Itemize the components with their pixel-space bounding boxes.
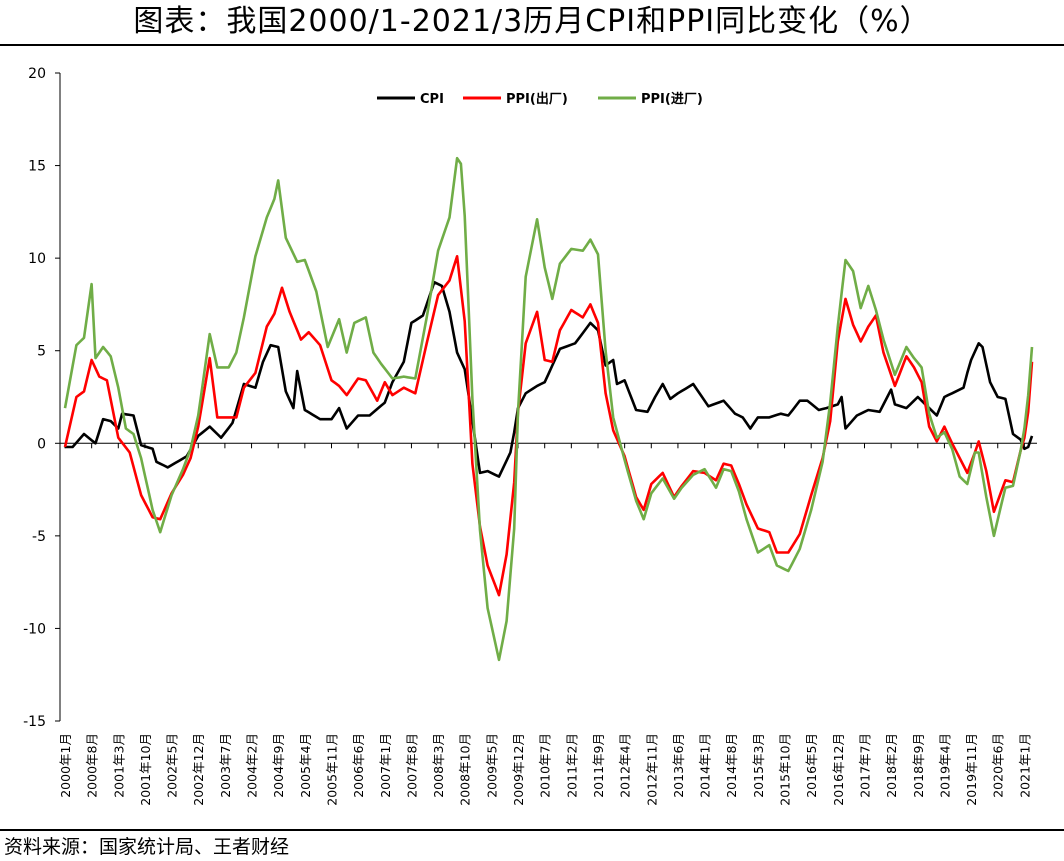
legend: CPI PPI(出厂) PPI(进厂) <box>377 91 703 107</box>
x-tick-label: 2014年8月 <box>724 733 739 798</box>
y-tick-label: 5 <box>37 344 46 360</box>
x-tick-label: 2012年4月 <box>618 733 633 798</box>
x-tick-label: 2002年5月 <box>165 733 180 798</box>
x-tick-label: 2002年12月 <box>191 733 206 806</box>
x-tick-label: 2009年5月 <box>484 733 499 798</box>
y-tick-label: -10 <box>23 621 46 637</box>
legend-label-1: PPI(出厂) <box>506 91 568 107</box>
x-tick-label: 2010年7月 <box>538 733 553 798</box>
x-tick-label: 2001年10月 <box>138 733 153 806</box>
x-tick-label: 2019年11月 <box>964 733 979 806</box>
x-tick-label: 2011年9月 <box>591 733 606 798</box>
series-line-2 <box>63 156 1034 662</box>
series-line-1 <box>63 254 1034 597</box>
x-tick-label: 2019年4月 <box>937 733 952 798</box>
x-axis: 2000年1月 2000年8月 2001年3月 2001年10月 2002年5月 2002… <box>58 442 1037 806</box>
title-underline <box>0 44 1064 46</box>
series-line-0 <box>65 280 1034 478</box>
y-tick-label: 20 <box>28 66 46 82</box>
x-tick-label: 2007年8月 <box>404 733 419 798</box>
x-tick-label: 2020年6月 <box>991 733 1006 798</box>
chart-title: 图表：我国2000/1-2021/3历月CPI和PPI同比变化（%） <box>133 4 931 39</box>
x-tick-label: 2008年10月 <box>458 733 473 806</box>
x-tick-label: 2017年7月 <box>857 733 872 798</box>
x-tick-label: 2006年6月 <box>351 733 366 798</box>
x-tick-label: 2018年9月 <box>911 733 926 798</box>
legend-label-0: CPI <box>420 92 444 107</box>
x-tick-label: 2015年3月 <box>751 733 766 798</box>
x-tick-label: 2018年2月 <box>884 733 899 798</box>
x-tick-label: 2008年3月 <box>431 733 446 798</box>
x-tick-label: 2009年12月 <box>511 733 526 806</box>
series-lines <box>63 156 1034 662</box>
x-tick-label: 2003年7月 <box>218 733 233 798</box>
x-tick-label: 2021年1月 <box>1017 733 1032 798</box>
y-tick-label: -5 <box>32 529 46 545</box>
x-tick-label: 2000年8月 <box>85 733 100 798</box>
y-tick-label: 0 <box>37 436 46 452</box>
legend-label-2: PPI(进厂) <box>641 92 703 107</box>
x-tick-label: 2014年1月 <box>698 733 713 798</box>
x-tick-label: 2015年10月 <box>778 733 793 806</box>
x-tick-label: 2012年11月 <box>644 733 659 806</box>
x-tick-label: 2005年11月 <box>324 733 339 806</box>
source-note: 资料来源：国家统计局、王者财经 <box>4 836 290 858</box>
x-tick-label: 2005年4月 <box>298 733 313 798</box>
x-tick-label: 2004年2月 <box>245 733 260 798</box>
x-tick-label: 2001年3月 <box>111 733 126 798</box>
x-tick-label: 2000年1月 <box>58 733 73 798</box>
y-axis: -15 -10 -5 0 5 10 15 20 <box>23 66 61 730</box>
x-tick-label: 2013年6月 <box>671 733 686 798</box>
footer-rule <box>0 829 1064 831</box>
x-tick-label: 2016年5月 <box>804 733 819 798</box>
y-tick-label: -15 <box>23 714 46 730</box>
x-tick-label: 2016年12月 <box>831 733 846 806</box>
y-tick-label: 10 <box>28 251 46 267</box>
x-tick-label: 2007年1月 <box>378 733 393 798</box>
x-tick-label: 2011年2月 <box>564 733 579 798</box>
x-tick-label: 2004年9月 <box>271 733 286 798</box>
y-tick-label: 15 <box>28 159 46 175</box>
